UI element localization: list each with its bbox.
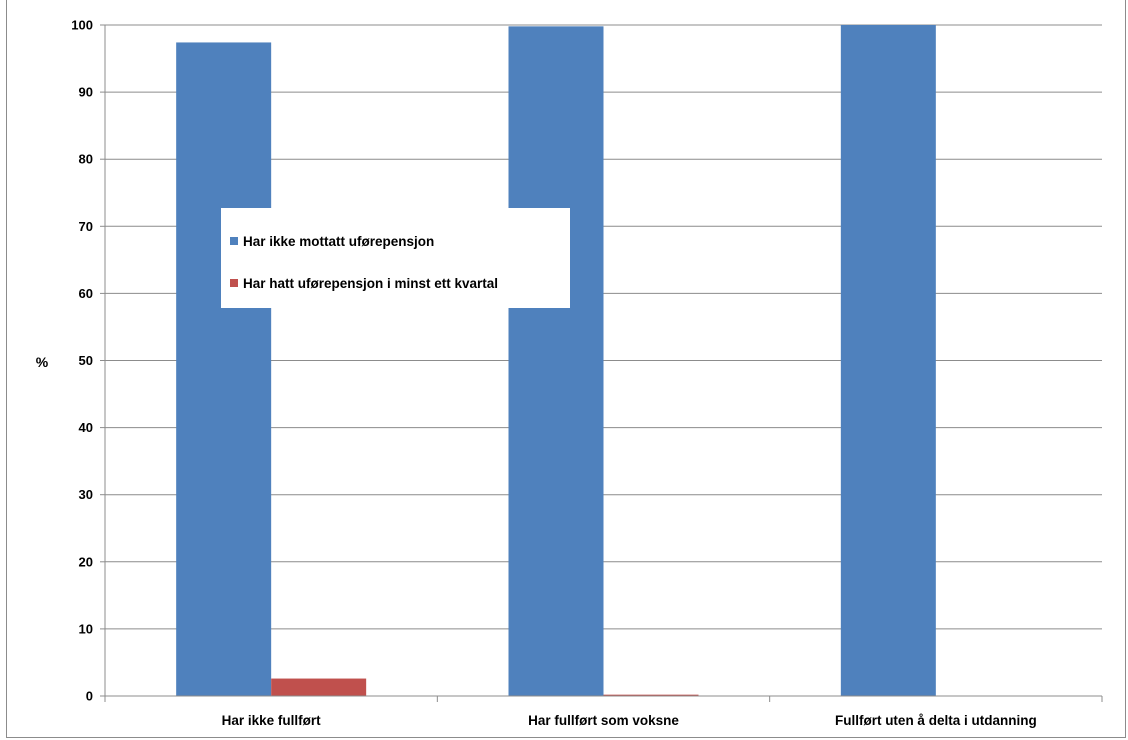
legend-swatch-series-1: [230, 237, 238, 245]
x-category-label: Har fullført som voksne: [528, 713, 679, 728]
legend: Har ikke mottatt uførepensjon Har hatt u…: [221, 208, 570, 308]
bar-series-1-cat-2: [508, 26, 604, 697]
y-tick-label: 30: [79, 487, 93, 502]
y-tick-label: 40: [79, 420, 93, 435]
y-tick-label: 80: [79, 152, 93, 167]
y-tick-label: 50: [79, 353, 93, 368]
y-tick-label: 90: [79, 85, 93, 100]
y-tick-label: 100: [71, 18, 93, 33]
y-axis-label: %: [36, 354, 49, 370]
bar-series-2-cat-2: [603, 694, 699, 696]
legend-swatch-series-2: [230, 279, 238, 287]
legend-item-series-1: Har ikke mottatt uførepensjon: [230, 233, 434, 249]
chart-frame: [6, 0, 1126, 738]
bars: [176, 25, 936, 697]
legend-item-series-2: Har hatt uførepensjon i minst ett kvarta…: [230, 275, 498, 291]
y-tick-label: 10: [79, 621, 93, 636]
x-category-labels: Har ikke fullført Har fullført som voksne…: [222, 713, 1037, 728]
y-tick-label: 70: [79, 219, 93, 234]
y-tick-labels: 0 10 20 30 40 50 60 70 80 90 100: [71, 18, 93, 704]
bar-series-1-cat-1: [176, 42, 272, 697]
y-tick-label: 0: [86, 689, 93, 704]
bar-series-1-cat-3: [840, 25, 936, 696]
legend-label-series-2: Har hatt uførepensjon i minst ett kvarta…: [243, 275, 499, 291]
y-tick-label: 60: [79, 286, 93, 301]
axes: [100, 24, 1103, 702]
legend-label-series-1: Har ikke mottatt uførepensjon: [243, 233, 435, 249]
x-category-label: Fullført uten å delta i utdanning: [835, 713, 1037, 728]
bar-series-2-cat-1: [271, 678, 367, 696]
y-tick-label: 20: [79, 554, 93, 569]
x-category-label: Har ikke fullført: [222, 713, 322, 728]
